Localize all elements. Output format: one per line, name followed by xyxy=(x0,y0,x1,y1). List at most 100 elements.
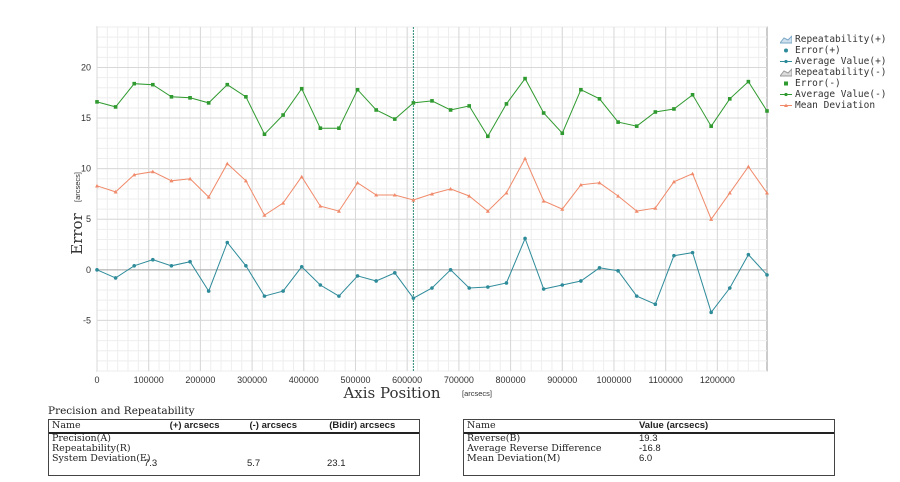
data-point xyxy=(597,266,602,270)
y-tick-label: 5 xyxy=(86,214,91,224)
data-point xyxy=(95,183,99,188)
y-tick-label: -5 xyxy=(83,315,91,325)
data-point xyxy=(727,190,732,195)
legend-item-average-plus[interactable]: Average Value(+) xyxy=(780,56,898,67)
data-point xyxy=(671,179,676,184)
line-triangle-icon xyxy=(780,103,792,107)
data-point xyxy=(560,283,565,287)
x-tick-label: 700000 xyxy=(444,375,474,385)
line-dot-icon xyxy=(780,59,792,64)
table-row: Reverse(B) 19.3 xyxy=(464,434,834,444)
data-point xyxy=(448,108,453,112)
precision-table: Name (+) arcsecs (-) arcsecs (Bidir) arc… xyxy=(48,419,420,476)
data-point xyxy=(765,273,769,277)
header-minus: (-) arcsecs xyxy=(249,420,297,431)
x-axis-unit: [arcsecs] xyxy=(462,389,492,398)
y-tick-label: 0 xyxy=(86,265,91,275)
data-point xyxy=(616,269,620,273)
legend-item-error-plus[interactable]: Error(+) xyxy=(780,45,898,56)
x-tick-label: 500000 xyxy=(340,375,370,385)
legend-item-repeatability-plus[interactable]: Repeatability(+) xyxy=(780,34,898,45)
data-point xyxy=(504,190,509,195)
x-tick-label: 800000 xyxy=(496,375,526,385)
x-tick-label: 300000 xyxy=(237,375,267,385)
data-point xyxy=(374,192,379,197)
legend-label: Error(-) xyxy=(795,78,841,89)
data-point xyxy=(541,287,546,291)
row-label: Average Reverse Difference xyxy=(467,443,602,454)
data-point xyxy=(467,104,472,108)
legend-item-error-minus[interactable]: Error(-) xyxy=(780,78,898,89)
data-point xyxy=(262,132,267,137)
row-label: Reverse(B) xyxy=(467,433,521,444)
legend-item-mean-deviation[interactable]: Mean Deviation xyxy=(780,100,898,111)
row-label: System Deviation(E) xyxy=(52,453,151,464)
data-point xyxy=(355,180,360,185)
y-axis-unit: [arcsecs] xyxy=(73,172,82,202)
data-point xyxy=(690,250,695,255)
data-point xyxy=(486,134,490,139)
data-point xyxy=(746,252,751,257)
data-point xyxy=(579,87,583,92)
y-tick-label: 10 xyxy=(81,164,91,174)
data-point xyxy=(188,96,192,100)
data-point xyxy=(262,213,267,217)
data-point xyxy=(113,105,118,109)
legend-item-repeatability-minus[interactable]: Repeatability(-) xyxy=(780,67,898,78)
x-tick-label: 1000000 xyxy=(596,375,631,385)
data-point xyxy=(95,268,99,272)
data-point xyxy=(262,294,267,298)
data-point xyxy=(281,113,285,117)
x-axis-title: Axis Position xyxy=(342,384,440,402)
data-point xyxy=(225,161,230,166)
legend-label: Repeatability(-) xyxy=(795,67,887,78)
data-point xyxy=(672,253,676,258)
data-point xyxy=(411,101,416,105)
data-point xyxy=(355,87,360,92)
data-point xyxy=(597,97,602,101)
data-point xyxy=(411,198,416,202)
data-point xyxy=(113,189,118,194)
chart: 0 100000 200000 300000 400000 500000 600000 700… xyxy=(68,26,769,402)
data-point xyxy=(374,108,378,112)
table-row: 7.3 5.7 23.1 xyxy=(49,459,419,469)
data-point xyxy=(225,82,230,87)
data-point xyxy=(430,286,434,290)
data-point xyxy=(318,283,323,287)
legend-label: Average Value(+) xyxy=(795,56,887,67)
data-point xyxy=(113,276,118,280)
table-row: System Deviation(E) xyxy=(49,454,419,464)
data-point xyxy=(430,191,434,196)
data-point xyxy=(150,169,155,174)
row-value: 19.3 xyxy=(639,433,658,444)
data-point xyxy=(206,194,211,199)
table-row: Repeatability(R) xyxy=(49,444,419,454)
data-point xyxy=(597,180,602,185)
data-point xyxy=(281,289,285,293)
legend-item-average-minus[interactable]: Average Value(-) xyxy=(780,89,898,100)
data-point xyxy=(616,120,620,124)
data-point xyxy=(318,126,323,130)
reverse-table: Name Value (arcsecs) Reverse(B) 19.3 Ave… xyxy=(463,419,835,476)
area-icon xyxy=(780,68,792,77)
data-point xyxy=(634,294,639,298)
data-point xyxy=(355,274,360,278)
data-point xyxy=(281,201,286,205)
row-value: 6.0 xyxy=(639,453,653,464)
data-point xyxy=(337,294,341,298)
legend: Repeatability(+) Error(+) Average Value(… xyxy=(780,34,898,111)
area-icon xyxy=(780,35,792,44)
x-tick-label: 100000 xyxy=(134,375,164,385)
data-point xyxy=(690,92,695,97)
data-point xyxy=(653,206,658,210)
data-point xyxy=(765,190,769,195)
data-point xyxy=(132,81,137,86)
header-value: Value (arcsecs) xyxy=(639,420,709,431)
x-tick-label: 1100000 xyxy=(648,375,682,385)
data-point xyxy=(746,79,751,84)
row-value: -16.8 xyxy=(639,443,661,454)
precision-section-title: Precision and Repeatability xyxy=(48,405,195,417)
data-point xyxy=(188,259,192,264)
row-label: Mean Deviation(M) xyxy=(467,453,561,464)
data-point xyxy=(485,209,490,213)
